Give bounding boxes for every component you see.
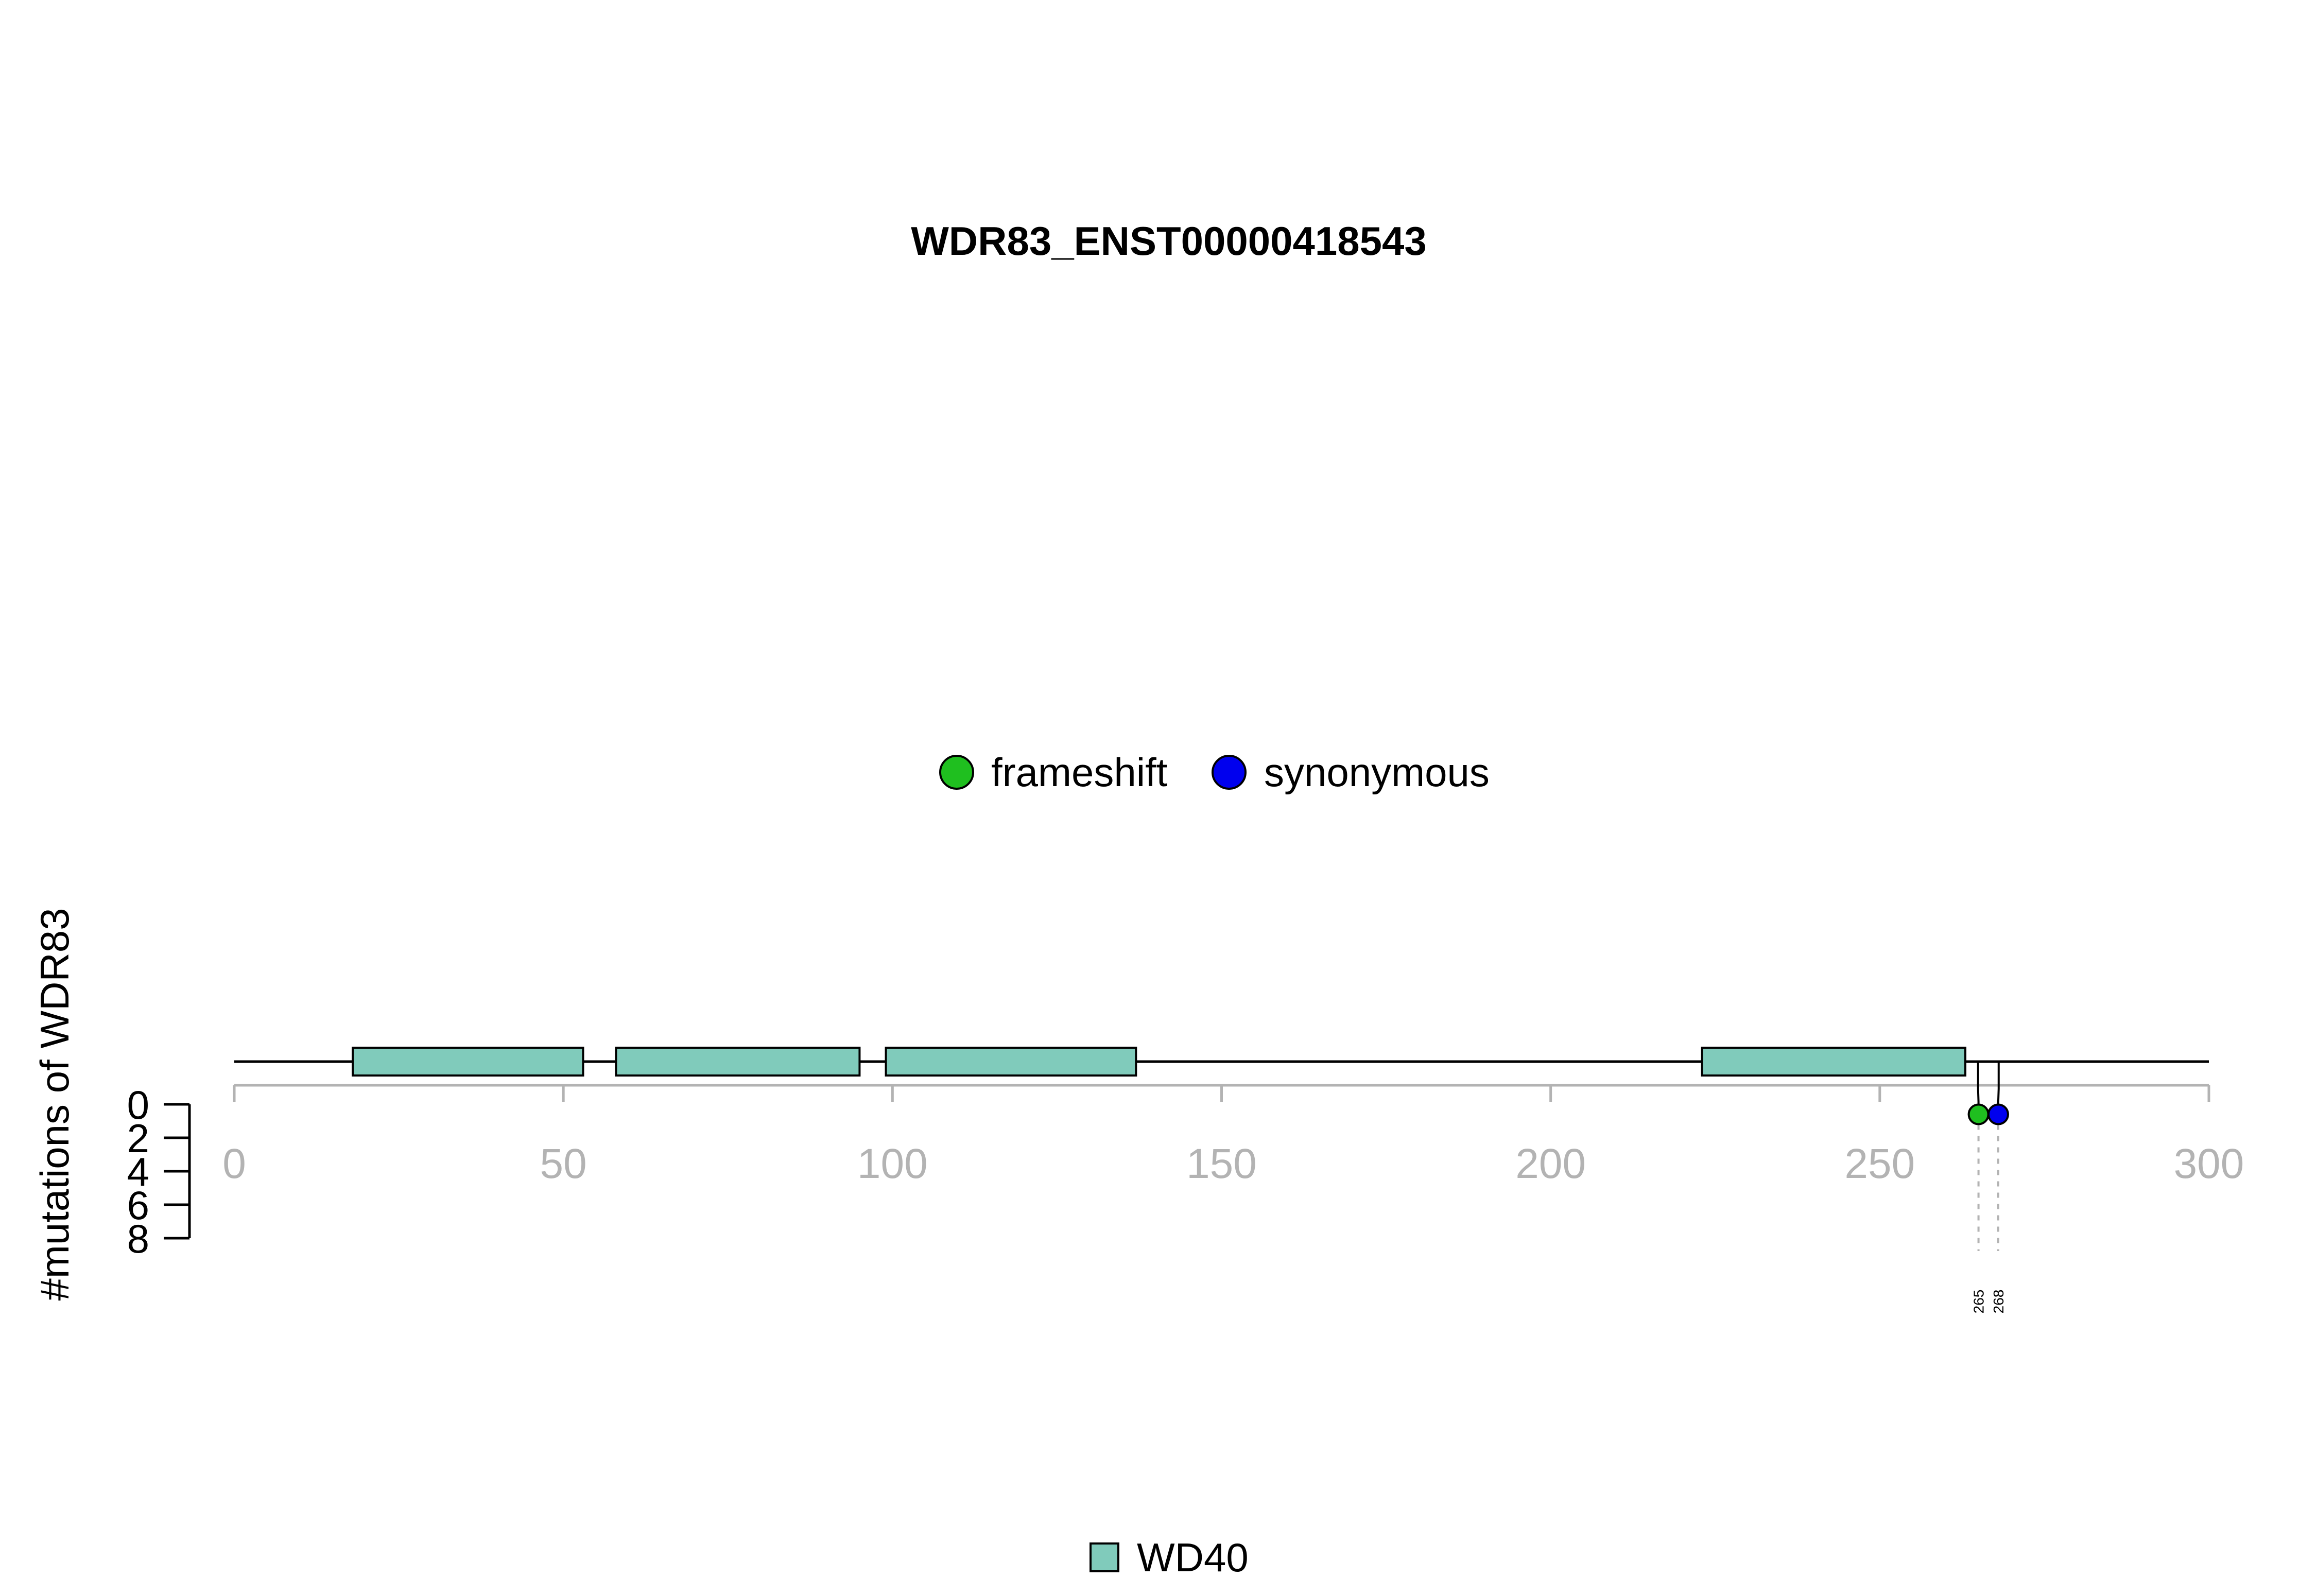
x-tick-label: 300 xyxy=(2174,1140,2244,1187)
y-axis-label: #mutations of WDR83 xyxy=(32,908,77,1301)
x-tick-label: 50 xyxy=(540,1140,587,1187)
domain-boxes xyxy=(352,1047,1967,1077)
x-tick-label: 100 xyxy=(857,1140,928,1187)
legend-swatch-synonymous xyxy=(1212,755,1247,790)
domain-box-wd40 xyxy=(352,1047,584,1077)
mutation-markers: 265 268 xyxy=(1967,1062,2009,1314)
y-tick-label: 4 xyxy=(127,1149,149,1194)
mutation-position-label: 265 xyxy=(1971,1290,1987,1314)
mutation-position-label: 268 xyxy=(1991,1290,2007,1314)
x-tick-label: 150 xyxy=(1186,1140,1257,1187)
mutation-connector xyxy=(1997,1062,2000,1105)
mutation-point xyxy=(1987,1103,2009,1125)
domain-box-wd40 xyxy=(615,1047,861,1077)
domain-box-wd40 xyxy=(885,1047,1137,1077)
mutation-frameshift: 265 xyxy=(1967,1062,1990,1314)
y-tick-label: 2 xyxy=(127,1116,149,1161)
legend-label-frameshift: frameshift xyxy=(991,750,1168,795)
x-tick-label: 200 xyxy=(1515,1140,1586,1187)
x-tick-label: 0 xyxy=(222,1140,246,1187)
domain-box-wd40 xyxy=(1701,1047,1967,1077)
legend-label-synonymous: synonymous xyxy=(1264,750,1490,795)
chart-title: WDR83_ENST00000418543 xyxy=(911,218,1427,264)
y-tick-label: 6 xyxy=(127,1183,149,1228)
y-tick-label: 0 xyxy=(127,1082,149,1127)
mutation-legend: frameshift synonymous xyxy=(939,750,1490,795)
mutation-point xyxy=(1967,1103,1990,1125)
mutation-synonymous: 268 xyxy=(1987,1062,2009,1314)
domain-legend: WD40 xyxy=(1090,1535,1249,1580)
legend-swatch-frameshift xyxy=(939,755,974,790)
legend-label-wd40: WD40 xyxy=(1137,1535,1249,1580)
y-tick-label: 8 xyxy=(127,1216,149,1261)
mutation-connector xyxy=(1977,1062,1980,1105)
legend-swatch-wd40 xyxy=(1090,1542,1119,1572)
x-axis: 0 50 100 150 200 250 300 xyxy=(222,1084,2244,1187)
x-tick-label: 250 xyxy=(1844,1140,1915,1187)
